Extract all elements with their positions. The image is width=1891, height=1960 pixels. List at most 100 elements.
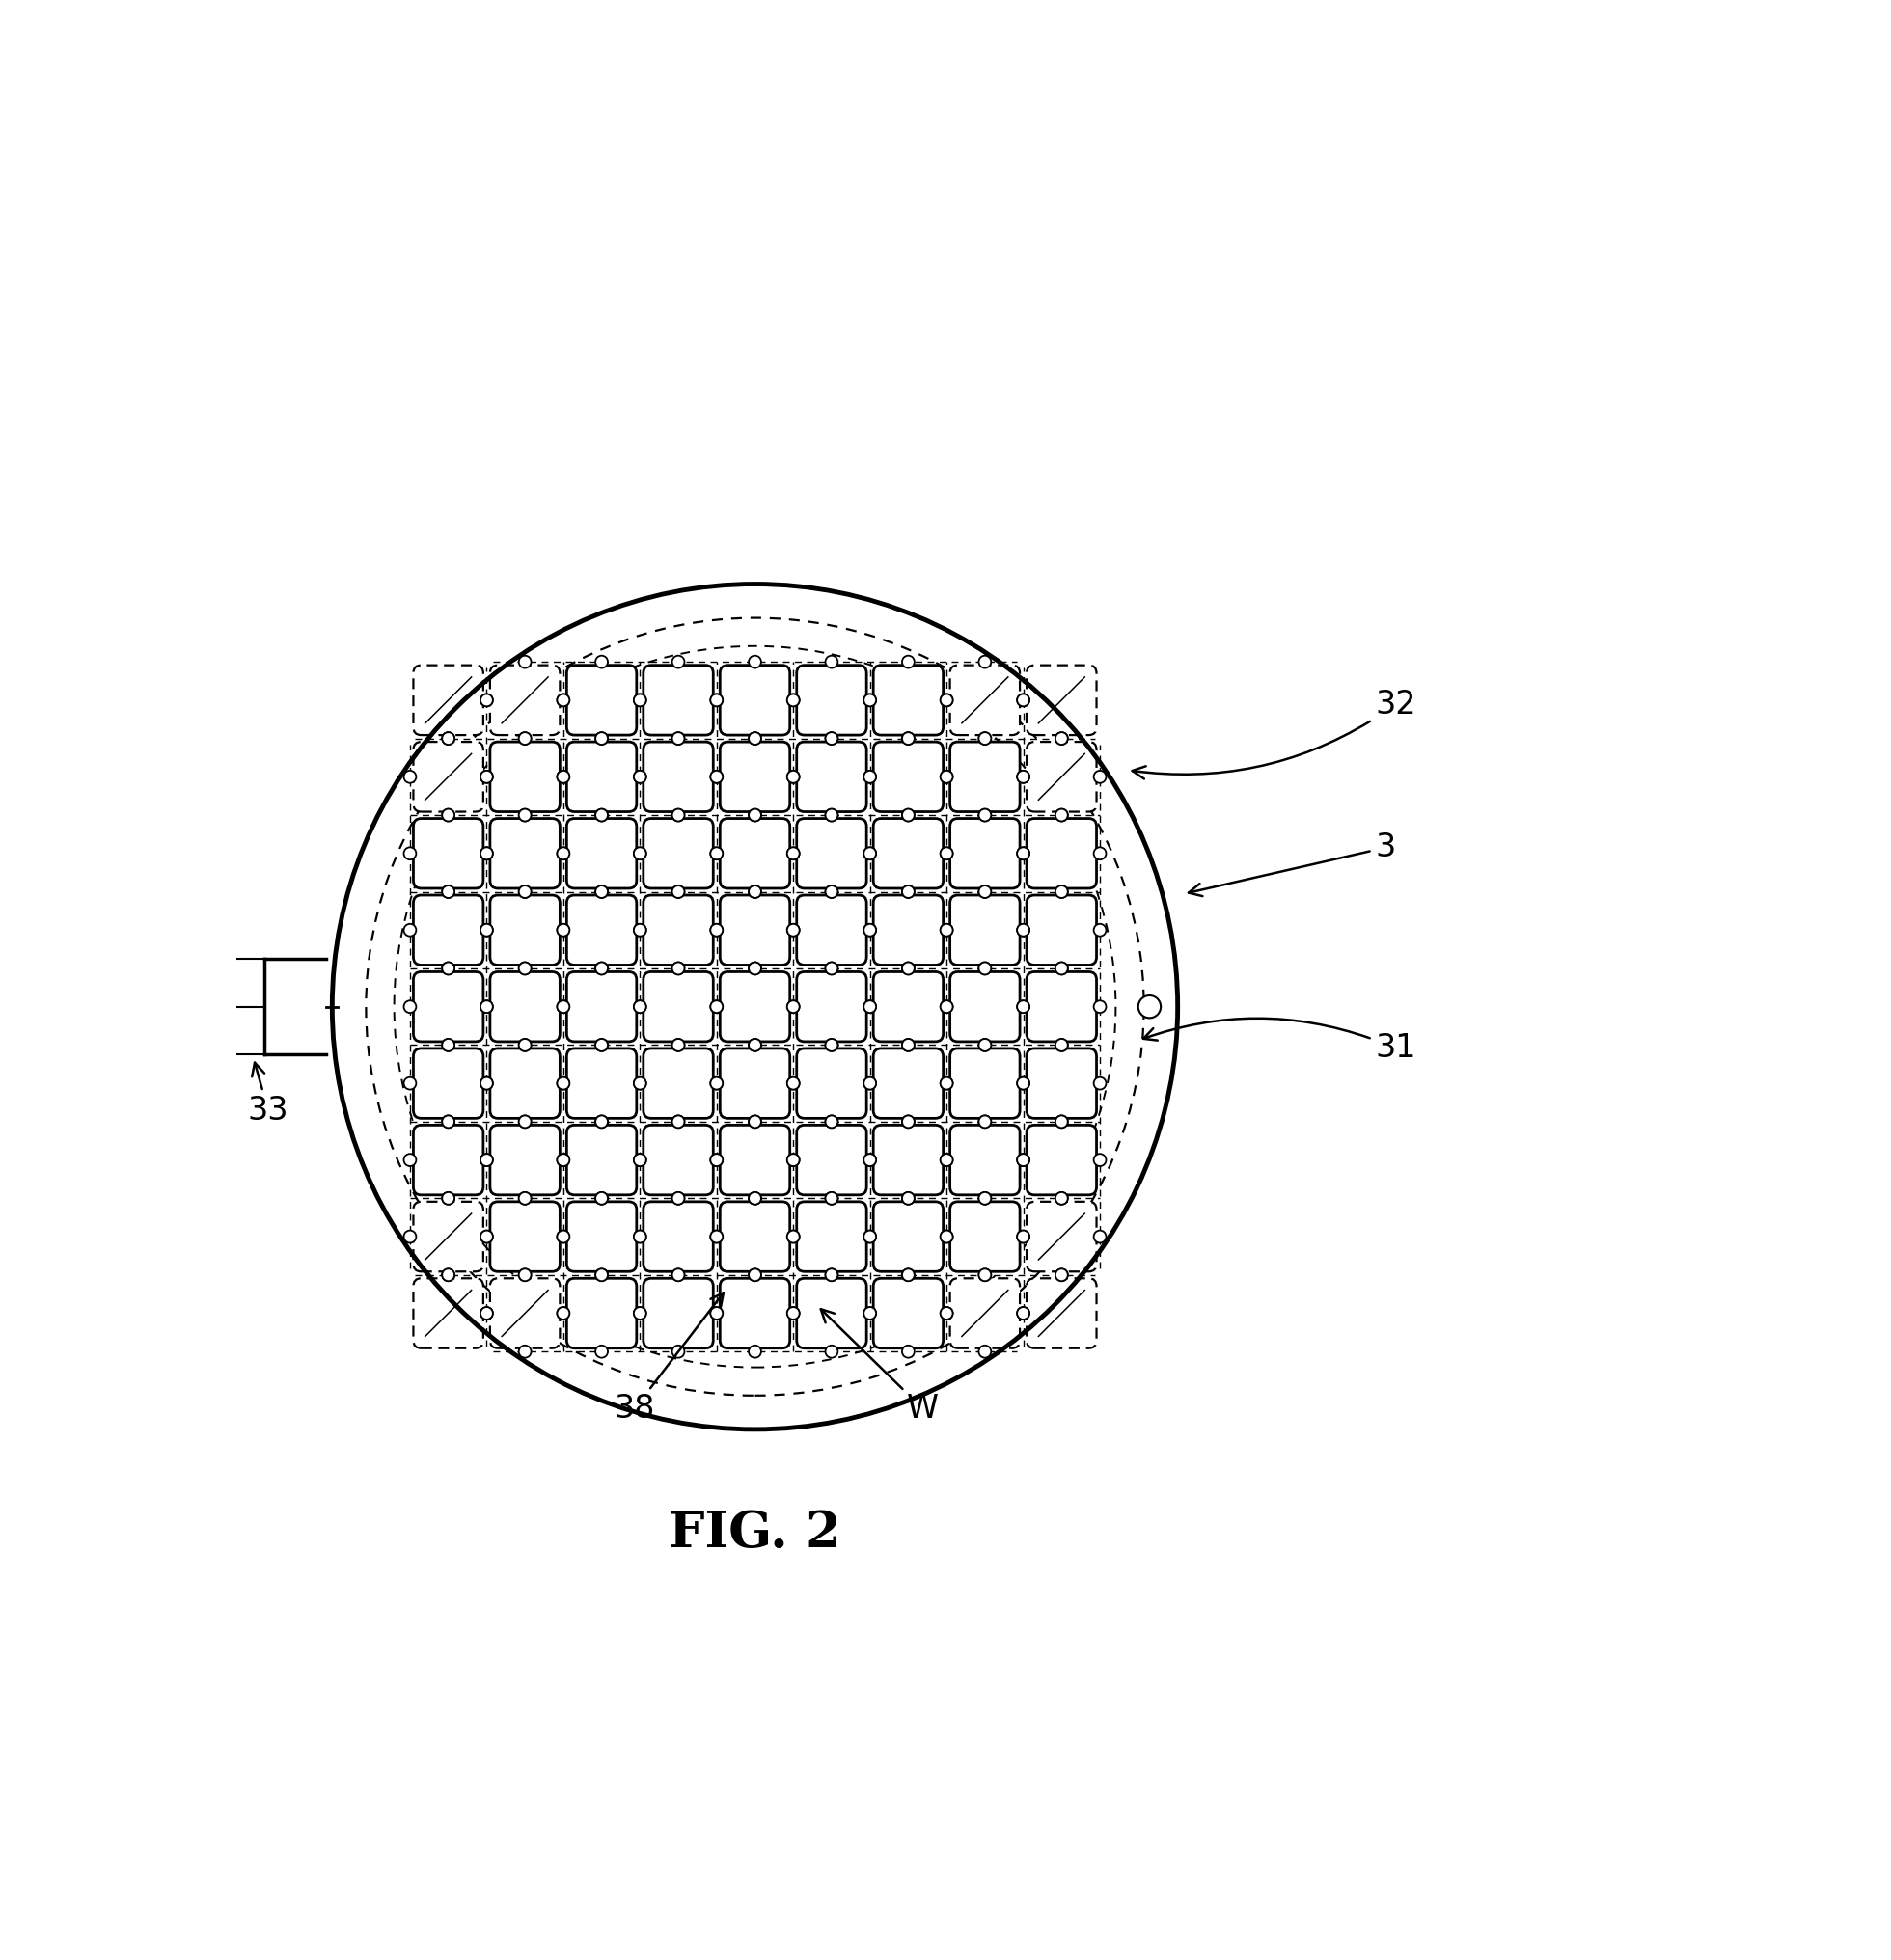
Circle shape: [518, 1115, 531, 1127]
Circle shape: [749, 809, 762, 821]
Circle shape: [596, 1039, 607, 1051]
Circle shape: [940, 1078, 953, 1090]
FancyBboxPatch shape: [643, 896, 713, 964]
Circle shape: [558, 1154, 569, 1166]
Circle shape: [518, 962, 531, 974]
Circle shape: [864, 923, 876, 937]
Circle shape: [824, 733, 838, 745]
Circle shape: [558, 1078, 569, 1090]
Circle shape: [442, 1268, 454, 1282]
Circle shape: [1093, 1000, 1106, 1013]
FancyBboxPatch shape: [949, 896, 1019, 964]
Circle shape: [864, 923, 876, 937]
Circle shape: [480, 1000, 494, 1013]
Circle shape: [1093, 1078, 1106, 1090]
Circle shape: [787, 1307, 800, 1319]
Circle shape: [749, 1115, 762, 1127]
FancyBboxPatch shape: [720, 1201, 790, 1272]
FancyBboxPatch shape: [796, 664, 866, 735]
FancyBboxPatch shape: [949, 1278, 1019, 1348]
Circle shape: [442, 733, 454, 745]
Circle shape: [558, 694, 569, 706]
FancyBboxPatch shape: [1027, 741, 1097, 811]
FancyBboxPatch shape: [490, 1125, 560, 1196]
Circle shape: [787, 770, 800, 782]
Circle shape: [596, 1039, 607, 1051]
Circle shape: [980, 809, 991, 821]
Circle shape: [902, 809, 915, 821]
Circle shape: [902, 733, 915, 745]
Circle shape: [940, 1000, 953, 1013]
Circle shape: [940, 847, 953, 860]
Circle shape: [1055, 1192, 1068, 1205]
Circle shape: [633, 1000, 647, 1013]
Circle shape: [787, 1078, 800, 1090]
Circle shape: [902, 1192, 915, 1205]
Circle shape: [442, 886, 454, 898]
Circle shape: [902, 809, 915, 821]
FancyBboxPatch shape: [490, 1049, 560, 1119]
FancyBboxPatch shape: [874, 664, 944, 735]
FancyBboxPatch shape: [720, 896, 790, 964]
Circle shape: [940, 923, 953, 937]
Circle shape: [749, 1192, 762, 1205]
Circle shape: [671, 1268, 685, 1282]
FancyBboxPatch shape: [949, 819, 1019, 888]
Circle shape: [633, 1307, 647, 1319]
Circle shape: [864, 1000, 876, 1013]
Circle shape: [480, 923, 494, 937]
FancyBboxPatch shape: [796, 1049, 866, 1119]
Circle shape: [980, 809, 991, 821]
Circle shape: [980, 1345, 991, 1358]
Circle shape: [787, 847, 800, 860]
Circle shape: [787, 1078, 800, 1090]
Circle shape: [749, 733, 762, 745]
Circle shape: [480, 694, 494, 706]
Circle shape: [749, 962, 762, 974]
Circle shape: [902, 1115, 915, 1127]
Circle shape: [671, 809, 685, 821]
Circle shape: [518, 1345, 531, 1358]
FancyBboxPatch shape: [1027, 1125, 1097, 1196]
Circle shape: [633, 1231, 647, 1243]
Circle shape: [1017, 923, 1029, 937]
Circle shape: [980, 1268, 991, 1282]
FancyBboxPatch shape: [874, 972, 944, 1041]
Circle shape: [1017, 1000, 1029, 1013]
Circle shape: [1017, 1154, 1029, 1166]
Circle shape: [518, 886, 531, 898]
Circle shape: [596, 962, 607, 974]
Circle shape: [824, 1039, 838, 1051]
Circle shape: [558, 1231, 569, 1243]
FancyBboxPatch shape: [720, 1049, 790, 1119]
Circle shape: [980, 1115, 991, 1127]
Text: 3: 3: [1189, 831, 1396, 896]
FancyBboxPatch shape: [414, 1278, 484, 1348]
Circle shape: [711, 1154, 722, 1166]
Circle shape: [902, 1115, 915, 1127]
Circle shape: [824, 1039, 838, 1051]
Circle shape: [442, 1192, 454, 1205]
Circle shape: [824, 1115, 838, 1127]
FancyBboxPatch shape: [720, 664, 790, 735]
Circle shape: [1055, 1268, 1068, 1282]
Circle shape: [824, 1268, 838, 1282]
Circle shape: [787, 1000, 800, 1013]
Circle shape: [405, 1154, 416, 1166]
Circle shape: [1017, 1000, 1029, 1013]
Circle shape: [1055, 809, 1068, 821]
Circle shape: [1055, 1268, 1068, 1282]
FancyBboxPatch shape: [567, 664, 637, 735]
FancyBboxPatch shape: [490, 972, 560, 1041]
Circle shape: [980, 886, 991, 898]
Circle shape: [902, 657, 915, 668]
Circle shape: [596, 962, 607, 974]
FancyBboxPatch shape: [874, 1278, 944, 1348]
Circle shape: [633, 847, 647, 860]
Circle shape: [1017, 1231, 1029, 1243]
FancyBboxPatch shape: [949, 972, 1019, 1041]
Circle shape: [711, 770, 722, 782]
Circle shape: [518, 1039, 531, 1051]
Circle shape: [787, 1154, 800, 1166]
FancyBboxPatch shape: [643, 1201, 713, 1272]
